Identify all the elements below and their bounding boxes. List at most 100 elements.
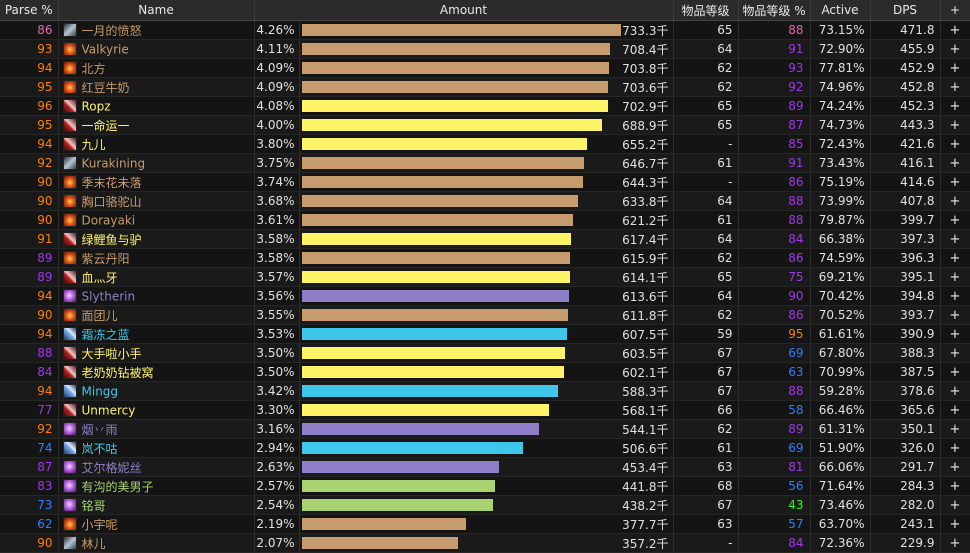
player-name[interactable]: 红豆牛奶 bbox=[81, 80, 130, 95]
expand-button[interactable]: + bbox=[940, 495, 970, 515]
player-name[interactable]: 季末花未落 bbox=[81, 175, 142, 190]
player-name-cell[interactable]: 季末花未落 bbox=[58, 172, 255, 192]
player-name[interactable]: 绿鲤鱼与驴 bbox=[81, 232, 142, 247]
player-name[interactable]: 霜冻之蓝 bbox=[81, 327, 130, 342]
table-row[interactable]: 92 烟丷雨 3.16% 544.1千 62 89 61.31% 350.1 + bbox=[0, 419, 970, 439]
expand-button[interactable]: + bbox=[940, 305, 970, 325]
player-name[interactable]: Valkyrie bbox=[81, 42, 129, 57]
column-header-active[interactable]: Active bbox=[810, 0, 871, 21]
player-name[interactable]: 老奶奶钻被窝 bbox=[81, 365, 154, 380]
table-row[interactable]: 90 林儿 2.07% 357.2千 -84 72.36% 229.9 + bbox=[0, 533, 970, 553]
player-name[interactable]: 面团儿 bbox=[81, 308, 118, 323]
player-name[interactable]: 烟丷雨 bbox=[81, 422, 118, 437]
expand-button[interactable]: + bbox=[940, 115, 970, 135]
expand-button[interactable]: + bbox=[940, 286, 970, 306]
player-name-cell[interactable]: Ropz bbox=[58, 96, 255, 116]
player-name-cell[interactable]: 烟丷雨 bbox=[58, 419, 255, 439]
player-name-cell[interactable]: Mingg bbox=[58, 381, 255, 401]
player-name-cell[interactable]: Dorayaki bbox=[58, 210, 255, 230]
player-name[interactable]: 岚不咕 bbox=[81, 441, 118, 456]
player-name[interactable]: Dorayaki bbox=[81, 213, 136, 228]
expand-button[interactable]: + bbox=[940, 362, 970, 382]
table-row[interactable]: 93 Valkyrie 4.11% 708.4千 64 91 72.90% 455.9 + bbox=[0, 39, 970, 59]
player-name-cell[interactable]: 一命运一 bbox=[58, 115, 255, 135]
player-name-cell[interactable]: 铭哥 bbox=[58, 495, 255, 515]
player-name[interactable]: 血灬牙 bbox=[81, 270, 118, 285]
table-row[interactable]: 90 Dorayaki 3.61% 621.2千 61 88 79.87% 399.7 + bbox=[0, 210, 970, 230]
player-name[interactable]: 大手啦小手 bbox=[81, 346, 142, 361]
expand-button[interactable]: + bbox=[940, 39, 970, 59]
table-row[interactable]: 91 绿鲤鱼与驴 3.58% 617.4千 64 84 66.38% 397.3 + bbox=[0, 229, 970, 249]
column-header-dps[interactable]: DPS bbox=[870, 0, 941, 21]
expand-button[interactable]: + bbox=[940, 20, 970, 40]
expand-button[interactable]: + bbox=[940, 229, 970, 249]
table-row[interactable]: 86 一月的愤怒 4.26% 733.3千 65 88 73.15% 471.8 + bbox=[0, 20, 970, 40]
player-name-cell[interactable]: 小宇呢 bbox=[58, 514, 255, 534]
player-name-cell[interactable]: Kurakining bbox=[58, 153, 255, 173]
expand-button[interactable]: + bbox=[940, 533, 970, 553]
table-row[interactable]: 77 Unmercy 3.30% 568.1千 66 58 66.46% 365.6 + bbox=[0, 400, 970, 420]
player-name[interactable]: 胸口骆驼山 bbox=[81, 194, 142, 209]
column-header-add[interactable]: + bbox=[940, 0, 970, 21]
table-row[interactable]: 73 铭哥 2.54% 438.2千 67 43 73.46% 282.0 + bbox=[0, 495, 970, 515]
expand-button[interactable]: + bbox=[940, 172, 970, 192]
expand-button[interactable]: + bbox=[940, 153, 970, 173]
player-name-cell[interactable]: Unmercy bbox=[58, 400, 255, 420]
player-name[interactable]: Unmercy bbox=[81, 403, 136, 418]
table-row[interactable]: 96 Ropz 4.08% 702.9千 65 89 74.24% 452.3 + bbox=[0, 96, 970, 116]
player-name-cell[interactable]: 大手啦小手 bbox=[58, 343, 255, 363]
player-name[interactable]: 小宇呢 bbox=[81, 517, 118, 532]
table-row[interactable]: 62 小宇呢 2.19% 377.7千 63 57 63.70% 243.1 + bbox=[0, 514, 970, 534]
expand-button[interactable]: + bbox=[940, 248, 970, 268]
column-header-name[interactable]: Name bbox=[58, 0, 255, 21]
table-row[interactable]: 90 季末花未落 3.74% 644.3千 -86 75.19% 414.6 + bbox=[0, 172, 970, 192]
player-name[interactable]: Mingg bbox=[81, 384, 119, 399]
player-name[interactable]: 紫云丹阳 bbox=[81, 251, 130, 266]
expand-button[interactable]: + bbox=[940, 343, 970, 363]
player-name-cell[interactable]: 一月的愤怒 bbox=[58, 20, 255, 40]
expand-button[interactable]: + bbox=[940, 381, 970, 401]
expand-button[interactable]: + bbox=[940, 400, 970, 420]
table-row[interactable]: 89 血灬牙 3.57% 614.1千 65 75 69.21% 395.1 + bbox=[0, 267, 970, 287]
expand-button[interactable]: + bbox=[940, 419, 970, 439]
table-row[interactable]: 87 艾尔格妮丝 2.63% 453.4千 63 81 66.06% 291.7 + bbox=[0, 457, 970, 477]
expand-button[interactable]: + bbox=[940, 438, 970, 458]
table-row[interactable]: 74 岚不咕 2.94% 506.6千 61 69 51.90% 326.0 + bbox=[0, 438, 970, 458]
expand-button[interactable]: + bbox=[940, 476, 970, 496]
player-name[interactable]: Kurakining bbox=[81, 156, 146, 171]
expand-button[interactable]: + bbox=[940, 134, 970, 154]
table-row[interactable]: 90 胸口骆驼山 3.68% 633.8千 64 88 73.99% 407.8 + bbox=[0, 191, 970, 211]
table-row[interactable]: 95 红豆牛奶 4.09% 703.6千 62 92 74.96% 452.8 + bbox=[0, 77, 970, 97]
player-name-cell[interactable]: Valkyrie bbox=[58, 39, 255, 59]
player-name[interactable]: 一月的愤怒 bbox=[81, 23, 142, 38]
player-name[interactable]: Slytherin bbox=[81, 289, 136, 304]
expand-button[interactable]: + bbox=[940, 210, 970, 230]
expand-button[interactable]: + bbox=[940, 191, 970, 211]
player-name-cell[interactable]: 艾尔格妮丝 bbox=[58, 457, 255, 477]
player-name-cell[interactable]: 绿鲤鱼与驴 bbox=[58, 229, 255, 249]
player-name-cell[interactable]: 紫云丹阳 bbox=[58, 248, 255, 268]
player-name-cell[interactable]: 胸口骆驼山 bbox=[58, 191, 255, 211]
table-row[interactable]: 95 一命运一 4.00% 688.9千 65 87 74.73% 443.3 + bbox=[0, 115, 970, 135]
player-name[interactable]: 有沟的美男子 bbox=[81, 479, 154, 494]
table-row[interactable]: 94 九儿 3.80% 655.2千 -85 72.43% 421.6 + bbox=[0, 134, 970, 154]
player-name-cell[interactable]: 林儿 bbox=[58, 533, 255, 553]
expand-button[interactable]: + bbox=[940, 457, 970, 477]
player-name-cell[interactable]: 岚不咕 bbox=[58, 438, 255, 458]
player-name[interactable]: 艾尔格妮丝 bbox=[81, 460, 142, 475]
player-name-cell[interactable]: 霜冻之蓝 bbox=[58, 324, 255, 344]
player-name-cell[interactable]: 红豆牛奶 bbox=[58, 77, 255, 97]
table-row[interactable]: 92 Kurakining 3.75% 646.7千 61 91 73.43% 416.1 + bbox=[0, 153, 970, 173]
player-name-cell[interactable]: 有沟的美男子 bbox=[58, 476, 255, 496]
column-header-ilvl[interactable]: 物品等级 bbox=[673, 0, 739, 21]
table-row[interactable]: 94 Mingg 3.42% 588.3千 67 88 59.28% 378.6 + bbox=[0, 381, 970, 401]
player-name-cell[interactable]: 面团儿 bbox=[58, 305, 255, 325]
player-name-cell[interactable]: 九儿 bbox=[58, 134, 255, 154]
player-name-cell[interactable]: 血灬牙 bbox=[58, 267, 255, 287]
table-row[interactable]: 94 北方 4.09% 703.8千 62 93 77.81% 452.9 + bbox=[0, 58, 970, 78]
expand-button[interactable]: + bbox=[940, 267, 970, 287]
table-row[interactable]: 94 霜冻之蓝 3.53% 607.5千 59 95 61.61% 390.9 + bbox=[0, 324, 970, 344]
column-header-ilvl-pct[interactable]: 物品等级 % bbox=[738, 0, 811, 21]
table-row[interactable]: 89 紫云丹阳 3.58% 615.9千 62 86 74.59% 396.3 + bbox=[0, 248, 970, 268]
player-name[interactable]: Ropz bbox=[81, 99, 111, 114]
